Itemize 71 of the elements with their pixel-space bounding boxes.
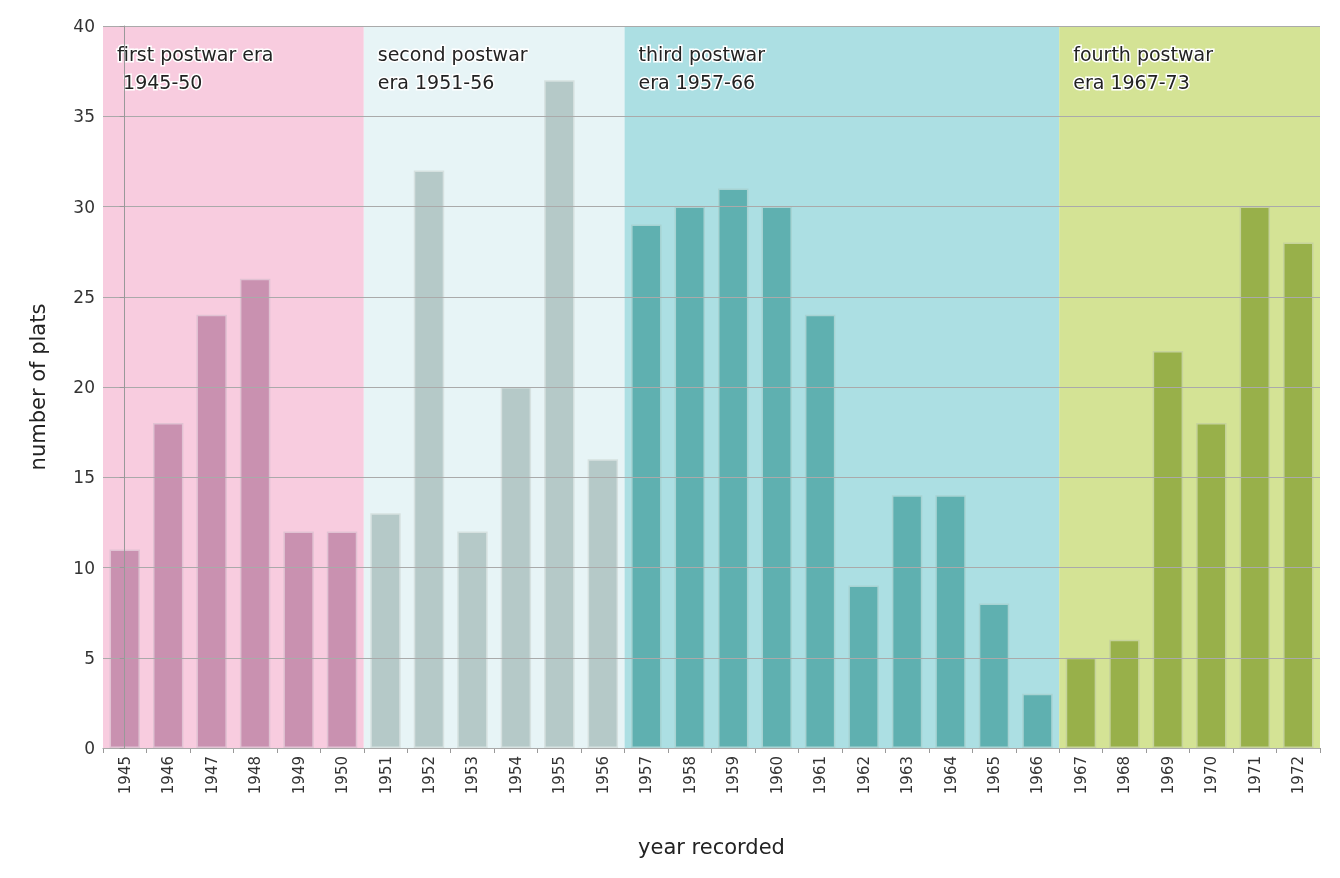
x-tick-label: 1952 [419, 756, 438, 795]
bar [413, 170, 445, 748]
x-tick-label: 1963 [898, 756, 917, 795]
bar [804, 314, 836, 748]
bar [1109, 639, 1140, 748]
y-tick-label: 40 [73, 16, 95, 36]
y-tick-label: 10 [73, 557, 95, 578]
bar [544, 80, 575, 748]
y-tick-label: 5 [84, 647, 95, 668]
x-tick-label: 1950 [333, 756, 352, 795]
bar [978, 603, 1010, 748]
y-tick-label: 35 [73, 106, 95, 127]
bar [587, 459, 619, 748]
bar [1283, 242, 1314, 748]
x-tick-label: 1968 [1115, 756, 1134, 795]
bar [848, 585, 879, 748]
x-tick-label: 1957 [637, 756, 656, 795]
x-tick-label: 1946 [159, 756, 178, 795]
x-tick-label: 1972 [1289, 756, 1308, 795]
x-tick-label: 1947 [202, 756, 221, 795]
y-axis-title: number of plats [25, 303, 50, 471]
bar [674, 206, 705, 748]
y-tick-label: 20 [73, 377, 95, 397]
bar [500, 387, 532, 748]
band-label: first postwar era 1945-50 [117, 43, 274, 93]
x-tick-label: 1953 [463, 756, 482, 795]
x-tick-label: 1960 [767, 756, 786, 795]
bar [457, 531, 488, 748]
y-tick-label: 25 [73, 286, 95, 307]
bar [1022, 693, 1053, 748]
bar [239, 278, 271, 748]
y-tick-label: 15 [73, 467, 95, 488]
x-tick-label: 1961 [811, 756, 830, 795]
x-tick-label: 1956 [593, 756, 612, 795]
x-tick-label: 1949 [289, 756, 308, 795]
x-axis-title: year recorded [638, 834, 785, 859]
bar [761, 206, 792, 748]
band-label: second postwar era 1951-56 [377, 43, 534, 93]
bar [283, 531, 314, 748]
bar [891, 495, 923, 748]
x-tick-label: 1945 [115, 756, 134, 795]
x-tick-label: 1959 [724, 756, 743, 795]
x-tick-label: 1951 [376, 756, 395, 795]
y-tick-label: 30 [73, 196, 95, 217]
bar [1239, 206, 1271, 748]
band-label: third postwar era 1957-66 [638, 43, 771, 93]
bar [326, 531, 358, 748]
y-tick-label: 0 [84, 738, 95, 758]
bar [935, 495, 966, 748]
bar [152, 423, 184, 748]
bar [196, 314, 227, 748]
bar [370, 513, 401, 748]
bar [631, 224, 662, 748]
x-tick-label: 1971 [1245, 756, 1264, 795]
bar [109, 549, 140, 748]
x-tick-label: 1970 [1202, 756, 1221, 795]
x-tick-label: 1966 [1028, 756, 1047, 795]
bar [1152, 350, 1184, 748]
x-tick-label: 1954 [506, 756, 525, 795]
x-tick-label: 1969 [1158, 756, 1177, 795]
bar [1065, 657, 1097, 748]
bar [718, 188, 749, 748]
bar [1196, 423, 1227, 748]
x-tick-label: 1955 [550, 756, 569, 795]
x-tick-label: 1948 [246, 756, 265, 795]
x-tick-label: 1964 [941, 756, 960, 795]
band-label: fourth postwar era 1967-73 [1073, 43, 1219, 93]
x-tick-label: 1958 [680, 756, 699, 795]
x-tick-label: 1962 [854, 756, 873, 795]
x-tick-label: 1965 [985, 756, 1004, 795]
x-tick-label: 1967 [1071, 756, 1090, 795]
